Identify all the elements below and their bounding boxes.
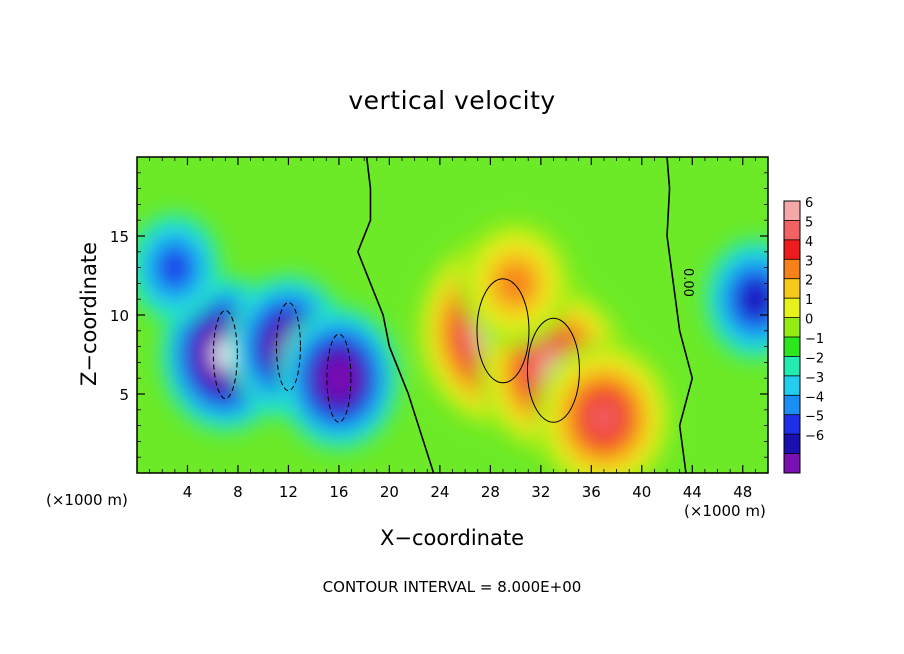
x-tick-label: 4 <box>183 483 193 501</box>
colorbar-swatch <box>784 356 800 377</box>
colorbar-label: −4 <box>805 390 824 405</box>
field-blob-8-5 <box>741 282 768 316</box>
chart-title: vertical velocity <box>348 86 556 115</box>
y-tick-label: 10 <box>110 307 129 325</box>
colorbar-label: 1 <box>805 293 813 308</box>
colorbar-swatch <box>784 434 800 455</box>
colorbar-label: 6 <box>805 196 813 211</box>
x-tick-label: 36 <box>582 483 601 501</box>
core-contour-3 <box>476 278 530 384</box>
x-unit-label-right: (×1000 m) <box>684 502 766 520</box>
x-tick-label: 28 <box>481 483 500 501</box>
core-contour-2 <box>326 333 352 423</box>
colorbar-swatch <box>784 317 800 338</box>
colorbar-swatch <box>784 375 800 396</box>
zero-contour-1 <box>666 157 694 473</box>
field-blob-2-7 <box>326 363 351 393</box>
plot-area <box>137 157 768 473</box>
colorbar-label: 0 <box>805 313 813 328</box>
colorbar-swatch <box>784 239 800 260</box>
x-tick-label: 32 <box>531 483 550 501</box>
x-tick-label: 16 <box>329 483 348 501</box>
contour-interval-note: CONTOUR INTERVAL = 8.000E+00 <box>322 578 582 596</box>
colorbar: 6 5 4 3 2 1 0 −1 −2 −3 −4 −5 −6 <box>783 196 824 474</box>
contour-lines <box>212 157 694 473</box>
core-contour-1 <box>275 302 301 392</box>
core-contour-4 <box>526 317 580 423</box>
x-tick-label: 20 <box>380 483 399 501</box>
colorbar-label: 4 <box>805 235 813 250</box>
x-unit-label-left: (×1000 m) <box>46 491 128 509</box>
x-tick-label: 8 <box>233 483 243 501</box>
x-tick-label: 44 <box>683 483 702 501</box>
colorbar-swatch <box>784 298 800 319</box>
y-tick-label: 15 <box>110 228 129 246</box>
x-tick-label: 40 <box>632 483 651 501</box>
x-tick-label: 24 <box>430 483 449 501</box>
core-contour-0 <box>212 310 238 399</box>
x-tick-label: 12 <box>279 483 298 501</box>
colorbar-label: −5 <box>805 410 824 425</box>
colorbar-swatch <box>784 337 800 357</box>
x-axis: 4 8 12 16 20 24 28 32 36 40 44 48 <box>149 157 756 501</box>
y-axis: 5 10 15 <box>110 172 768 458</box>
colorbar-label: 2 <box>805 274 813 289</box>
colorbar-swatch <box>784 395 800 416</box>
contour-label: 0.00 <box>680 268 695 297</box>
colorbar-swatch <box>784 414 800 435</box>
x-tick-label: 48 <box>733 483 752 501</box>
colorbar-label: −1 <box>805 332 824 347</box>
velocity-field <box>137 213 768 473</box>
colorbar-label: −2 <box>805 351 824 366</box>
colorbar-swatch <box>784 453 800 474</box>
colorbar-label: 3 <box>805 254 813 269</box>
field-blob-3-4 <box>159 249 191 286</box>
zero-contour-0 <box>356 157 435 473</box>
y-tick-label: 5 <box>119 386 129 404</box>
colorbar-swatch <box>784 220 800 241</box>
colorbar-label: −3 <box>805 371 824 386</box>
colorbar-swatch <box>784 278 800 299</box>
field-blob-6-6 <box>588 399 620 436</box>
colorbar-label: 5 <box>805 215 813 230</box>
y-axis-label: Z−coordinate <box>77 242 101 386</box>
colorbar-swatch <box>784 201 800 221</box>
colorbar-label: −6 <box>805 429 824 444</box>
field-blob-7-4 <box>496 261 535 305</box>
x-axis-label: X−coordinate <box>380 526 524 550</box>
colorbar-swatch <box>784 259 800 280</box>
